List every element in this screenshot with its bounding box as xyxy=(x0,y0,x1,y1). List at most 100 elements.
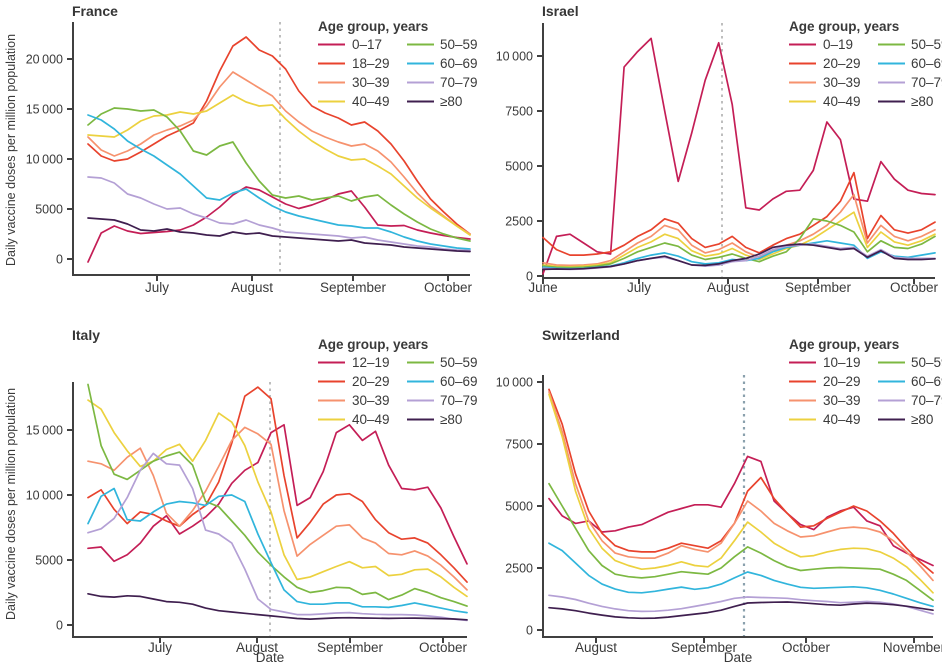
x-tick-label: July xyxy=(145,280,169,295)
y-tick-label: 0 xyxy=(56,619,63,633)
legend-label: 0–17 xyxy=(352,37,382,52)
legend-label: 60–69 xyxy=(911,374,942,389)
x-tick-label: October xyxy=(419,640,468,655)
y-tick-label: 0 xyxy=(526,270,533,284)
y-tick-label: 7500 xyxy=(505,105,533,119)
legend-label: 50–59 xyxy=(911,355,942,370)
y-tick-label: 2500 xyxy=(505,562,533,576)
y-tick-label: 10 000 xyxy=(26,153,63,167)
legend-title: Age group, years xyxy=(318,337,428,352)
series-line-10-19 xyxy=(548,455,934,567)
series-line-60-69 xyxy=(87,487,468,614)
y-tick-label: 2500 xyxy=(505,215,533,229)
y-tick-label: 0 xyxy=(56,253,63,267)
legend-label: 0–19 xyxy=(823,37,853,52)
y-tick-label: 15 000 xyxy=(26,103,63,117)
legend-label: 40–49 xyxy=(823,412,861,427)
x-axis-label-switzerland: Date xyxy=(723,650,753,665)
legend-label: 50–59 xyxy=(440,37,478,52)
y-tick-label: 7500 xyxy=(505,438,533,452)
series-line-20-29 xyxy=(542,171,936,256)
panel-title-italy: Italy xyxy=(72,327,101,343)
x-tick-label: September xyxy=(317,640,384,655)
legend-label: 20–29 xyxy=(823,374,861,389)
x-tick-label: August xyxy=(575,640,617,655)
y-tick-label: 5000 xyxy=(35,554,63,568)
x-tick-label: July xyxy=(627,280,651,295)
y-tick-label: 5000 xyxy=(505,160,533,174)
series-line-70-79 xyxy=(87,452,468,622)
series-line-0-19 xyxy=(542,37,936,275)
y-tick-label: 15 000 xyxy=(26,424,63,438)
series-line-30-39 xyxy=(87,71,471,235)
series-line-50-59 xyxy=(87,107,471,242)
x-tick-label: September xyxy=(785,280,852,295)
series-line-30-39 xyxy=(542,193,936,267)
panel-title-switzerland: Switzerland xyxy=(542,327,620,343)
x-tick-label: June xyxy=(528,280,557,295)
y-tick-label: 10 000 xyxy=(496,50,533,64)
legend-title: Age group, years xyxy=(318,19,428,34)
legend-label: 30–39 xyxy=(352,75,390,90)
series-line-50-59 xyxy=(548,482,934,602)
legend-label: 50–59 xyxy=(440,355,478,370)
chart-switzerland: 0 2500 5000 7500 10 000 August September Octobe… xyxy=(496,337,942,655)
x-tick-label: August xyxy=(236,640,278,655)
legend-label: 30–39 xyxy=(352,393,390,408)
legend-label: 20–29 xyxy=(823,56,861,71)
series-line-50-59 xyxy=(87,383,468,607)
series-line--80 xyxy=(548,601,934,620)
legend-label: ≥80 xyxy=(911,94,933,109)
x-axis-label-italy: Date xyxy=(255,650,285,665)
legend-label: 60–69 xyxy=(911,56,942,71)
series-line-50-59 xyxy=(542,217,936,269)
series-line-70-79 xyxy=(87,176,471,252)
series-line--80 xyxy=(542,243,936,271)
y-tick-label: 10 000 xyxy=(496,376,533,390)
series-line-30-39 xyxy=(87,426,468,591)
legend-title: Age group, years xyxy=(789,19,899,34)
x-tick-label: September xyxy=(320,280,387,295)
legend-title: Age group, years xyxy=(789,337,899,352)
legend-label: 60–69 xyxy=(440,56,478,71)
y-tick-label: 0 xyxy=(526,624,533,638)
x-tick-label: November xyxy=(883,640,942,655)
series-line--80 xyxy=(87,592,468,621)
legend-label: 40–49 xyxy=(352,94,390,109)
legend-label: 12–19 xyxy=(352,355,390,370)
chart-france: 0 5000 10 000 15 000 20 000 July August Septemb… xyxy=(26,19,478,295)
legend-label: ≥80 xyxy=(440,94,462,109)
legend-label: 18–29 xyxy=(352,56,390,71)
x-tick-label: October xyxy=(424,280,473,295)
series-line-18-29 xyxy=(87,36,471,235)
legend-label: 70–79 xyxy=(911,75,942,90)
series-line-40-49 xyxy=(87,94,471,236)
series-line-0-17 xyxy=(87,186,471,263)
series-line-12-19 xyxy=(87,423,468,565)
y-tick-label: 20 000 xyxy=(26,53,63,67)
x-tick-label: August xyxy=(707,280,749,295)
x-tick-label: October xyxy=(890,280,939,295)
legend-label: 40–49 xyxy=(823,94,861,109)
legend-label: 10–19 xyxy=(823,355,861,370)
series-line-70-79 xyxy=(548,594,934,615)
x-tick-label: October xyxy=(782,640,831,655)
chart-italy: 0 5000 10 000 15 000 July August September Octo… xyxy=(26,337,478,655)
legend-label: 60–69 xyxy=(440,374,478,389)
panel-title-france: France xyxy=(72,3,118,19)
series-line-30-39 xyxy=(548,391,934,582)
panel-title-israel: Israel xyxy=(542,3,579,19)
legend-label: 30–39 xyxy=(823,75,861,90)
series-line-60-69 xyxy=(548,542,934,608)
legend-label: 50–59 xyxy=(911,37,942,52)
x-tick-label: July xyxy=(148,640,172,655)
series-line-60-69 xyxy=(87,114,471,250)
y-tick-label: 5000 xyxy=(505,500,533,514)
legend-label: 70–79 xyxy=(440,75,478,90)
x-tick-label: August xyxy=(231,280,273,295)
legend-label: ≥80 xyxy=(911,412,933,427)
legend-label: 20–29 xyxy=(352,374,390,389)
legend-label: 30–39 xyxy=(823,393,861,408)
series-line-40-49 xyxy=(542,211,936,268)
